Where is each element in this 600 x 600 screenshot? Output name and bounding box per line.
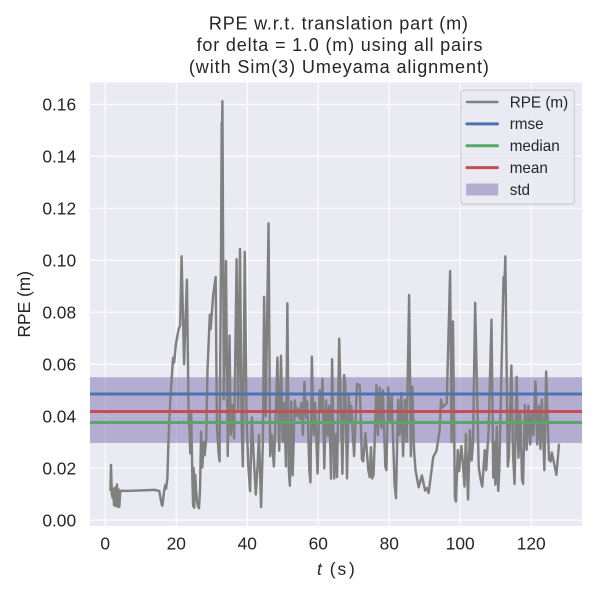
svg-text:0.08: 0.08 [42, 302, 76, 322]
svg-text:RPE (m): RPE (m) [510, 94, 569, 111]
svg-text:rmse: rmse [510, 116, 544, 133]
svg-text:0.14: 0.14 [42, 147, 76, 167]
svg-text:0.10: 0.10 [42, 251, 76, 271]
svg-text:0.04: 0.04 [42, 406, 76, 426]
svg-text:median: median [510, 138, 560, 155]
svg-text:0.00: 0.00 [42, 510, 76, 530]
svg-text:80: 80 [380, 534, 399, 554]
svg-text:(with Sim(3) Umeyama alignment: (with Sim(3) Umeyama alignment) [189, 57, 489, 77]
svg-text:20: 20 [167, 534, 186, 554]
svg-text:60: 60 [309, 534, 328, 554]
svg-text:t ( s: t ( s ) [317, 555, 355, 580]
svg-text:100: 100 [446, 534, 475, 554]
svg-text:std: std [510, 182, 530, 199]
svg-text:0.06: 0.06 [42, 354, 76, 374]
svg-text:RPE w.r.t. translation part (m: RPE w.r.t. translation part (m) [209, 13, 468, 33]
svg-text:mean: mean [510, 160, 548, 177]
svg-text:40: 40 [238, 534, 257, 554]
svg-text:120: 120 [517, 534, 546, 554]
svg-text:0.12: 0.12 [42, 199, 76, 219]
svg-text:RPE (m): RPE (m) [14, 271, 34, 338]
svg-text:0.16: 0.16 [42, 95, 76, 115]
svg-text:for delta = 1.0 (m) using all: for delta = 1.0 (m) using all pairs [197, 35, 483, 55]
svg-text:0.02: 0.02 [42, 458, 76, 478]
svg-text:0: 0 [100, 534, 110, 554]
